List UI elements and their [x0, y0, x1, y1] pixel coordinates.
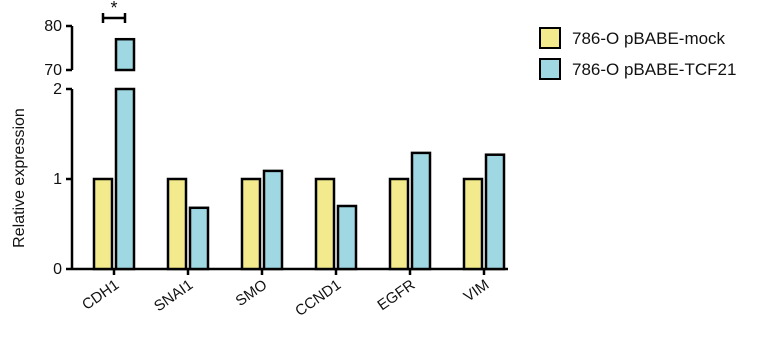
x-tick-label-vim: VIM — [461, 276, 493, 305]
x-tick-label-cdh1: CDH1 — [79, 276, 122, 313]
y-tick-label: 0 — [53, 261, 62, 278]
y-tick-label: 70 — [44, 62, 62, 79]
bar-cdh1-tcf21-lower — [114, 87, 136, 271]
x-tick-label-ccnd1: CCND1 — [292, 276, 344, 320]
x-tick-label-smo: SMO — [233, 276, 271, 310]
legend-label-tcf21: 786-O pBABE-TCF21 — [572, 60, 736, 79]
bar-egfr-mock — [388, 177, 410, 271]
bar-smo-tcf21 — [262, 169, 284, 271]
legend-swatch-tcf21 — [539, 58, 561, 80]
bar-cdh1-tcf21-upper — [114, 37, 136, 72]
y-axis-title: Relative expression — [11, 108, 28, 248]
bar-snai1-mock — [166, 177, 188, 271]
bar-ccnd1-tcf21 — [336, 204, 358, 271]
y-tick-label: 1 — [53, 171, 62, 188]
bar-smo-mock — [240, 177, 262, 271]
x-tick-label-egfr: EGFR — [374, 276, 418, 314]
y-tick-label: 2 — [53, 81, 62, 98]
bars — [64, 37, 506, 271]
axis-break-gap — [64, 72, 144, 87]
legend-swatch-mock — [539, 27, 561, 49]
bar-egfr-tcf21 — [410, 151, 432, 271]
axes: 0 1 2 70 80 — [44, 18, 508, 278]
bar-snai1-tcf21 — [188, 206, 210, 271]
x-tick-label-snai1: SNAI1 — [151, 276, 196, 315]
bar-ccnd1-mock — [314, 177, 336, 271]
significance-marker: * — [110, 0, 117, 18]
bar-vim-tcf21 — [484, 153, 506, 271]
y-tick-label: 80 — [44, 18, 62, 35]
legend: 786-O pBABE-mock 786-O pBABE-TCF21 — [539, 27, 736, 80]
bar-vim-mock — [462, 177, 484, 271]
legend-label-mock: 786-O pBABE-mock — [572, 29, 726, 48]
bar-cdh1-mock — [92, 177, 114, 271]
